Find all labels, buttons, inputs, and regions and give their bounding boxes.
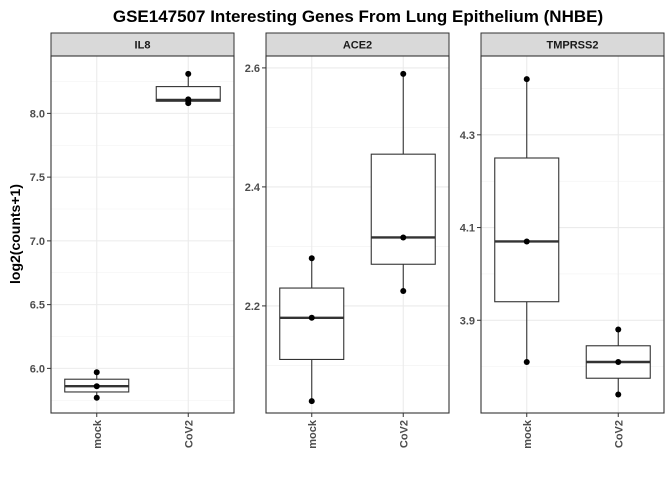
box-cov2	[370, 70, 436, 295]
y-tick-label: 7.5	[30, 172, 45, 184]
data-point	[615, 359, 622, 365]
x-tick-label: CoV2	[398, 420, 410, 448]
data-point	[400, 288, 407, 295]
box-iqr	[370, 153, 436, 265]
data-point	[615, 391, 622, 398]
box-iqr	[279, 287, 345, 360]
box-cov2	[155, 70, 221, 107]
data-point	[93, 394, 100, 401]
panel-background	[51, 56, 234, 413]
facet-strip-label: TMPRSS2	[547, 40, 599, 52]
panel-tmprss2: TMPRSS2 3.9 4.1 4.3 mock CoV2	[460, 32, 665, 449]
facet-strip-label: ACE2	[343, 40, 372, 52]
data-point	[523, 76, 530, 83]
y-tick-label: 4.3	[460, 130, 475, 142]
x-tick-label: mock	[92, 419, 104, 449]
data-point	[400, 70, 407, 77]
data-point	[185, 100, 192, 107]
box-mock	[279, 255, 345, 405]
y-tick-label: 6.5	[30, 300, 45, 312]
data-point	[93, 383, 100, 390]
panel-border	[50, 55, 235, 414]
panel-il8: IL8 6.0 6.5 7.0 7.5 8.0 mock CoV2	[30, 32, 235, 449]
y-tick-label: 7.0	[30, 236, 45, 248]
x-tick-label: CoV2	[613, 420, 625, 448]
chart-title: GSE147507 Interesting Genes From Lung Ep…	[113, 7, 603, 26]
data-point	[308, 255, 315, 262]
x-tick-label: mock	[522, 419, 534, 449]
y-tick-label: 3.9	[460, 315, 475, 327]
data-point	[93, 369, 100, 376]
panel-border	[480, 55, 665, 414]
panel-border	[265, 55, 450, 414]
box-mock	[64, 369, 130, 401]
y-tick-label: 2.4	[245, 182, 261, 194]
facet-panels: IL8 6.0 6.5 7.0 7.5 8.0 mock CoV2 ACE2 2.2 2.4 2.6 m…	[30, 32, 665, 449]
data-point	[308, 314, 315, 321]
panel-ace2: ACE2 2.2 2.4 2.6 mock CoV2	[245, 32, 450, 449]
facet-strip-label: IL8	[135, 40, 151, 52]
data-point	[185, 70, 192, 77]
data-point	[523, 238, 530, 245]
y-tick-label: 8.0	[30, 108, 45, 120]
data-point	[400, 234, 407, 241]
box-cov2	[585, 326, 651, 398]
data-point	[615, 326, 622, 333]
data-point	[308, 398, 315, 405]
data-point	[523, 359, 530, 365]
box-iqr	[494, 157, 560, 303]
box-mock	[494, 76, 560, 365]
y-tick-label: 2.2	[245, 301, 260, 313]
y-tick-label: 6.0	[30, 363, 45, 375]
x-tick-label: mock	[307, 419, 319, 449]
y-tick-label: 2.6	[245, 63, 260, 75]
y-axis-label: log2(counts+1)	[7, 184, 23, 284]
x-tick-label: CoV2	[183, 420, 195, 448]
y-tick-label: 4.1	[460, 223, 475, 235]
